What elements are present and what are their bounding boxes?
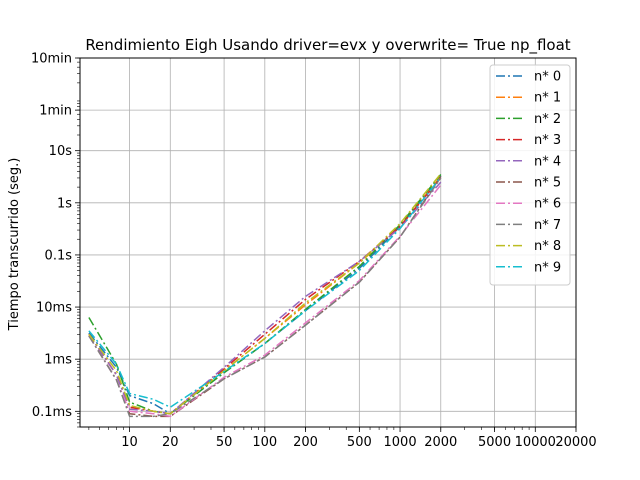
y-tick-label: 0.1s	[45, 248, 73, 263]
legend: n* 0 n* 1 n* 2 n* 3 n* 4 n* 5 n* 6 n* 7 n* 8 n* 9	[489, 64, 571, 286]
x-tick-label: 10	[121, 435, 138, 450]
y-tick-label: 1ms	[44, 353, 72, 368]
x-tick-label: 20000	[555, 435, 596, 450]
x-tick-label: 50	[216, 435, 233, 450]
x-tick-label: 5000	[478, 435, 511, 450]
legend-label: n* 8	[534, 239, 561, 254]
legend-label: n* 5	[534, 176, 561, 191]
chart-title: Rendimiento Eigh Usando driver=evx y ove…	[85, 36, 570, 55]
legend-label: n* 6	[534, 197, 561, 212]
y-tick-label: 1s	[57, 196, 72, 211]
legend-label: n* 3	[534, 133, 561, 148]
series-line-6	[88, 184, 442, 418]
legend-label: n* 0	[534, 70, 561, 85]
legend-label: n* 4	[534, 154, 561, 169]
x-tick-label: 500	[347, 435, 372, 450]
x-tick-label: 100	[252, 435, 277, 450]
series-lines	[88, 173, 442, 418]
legend-label: n* 9	[534, 260, 561, 275]
legend-box	[489, 64, 571, 286]
series-line-9	[88, 176, 442, 408]
y-axis-label: Tiempo transcurrido (seg.)	[7, 158, 22, 332]
series-line-2	[88, 174, 442, 415]
x-tick-label: 10000	[515, 435, 556, 450]
y-tick-label: 1min	[39, 104, 72, 119]
x-tick-label: 1000	[384, 435, 417, 450]
x-tick-label: 20	[162, 435, 179, 450]
y-tick-label: 10min	[31, 52, 72, 67]
axis-ticks: 10 20 50 100 200 500 1000 2000 5000 10000 20000 0.1…	[31, 52, 597, 451]
y-tick-label: 10ms	[36, 301, 72, 316]
legend-label: n* 7	[534, 218, 561, 233]
series-line-7	[88, 177, 442, 418]
legend-label: n* 2	[534, 112, 561, 127]
x-tick-label: 200	[293, 435, 318, 450]
x-tick-label: 2000	[424, 435, 457, 450]
plot-frame	[79, 57, 577, 428]
series-line-4	[88, 181, 442, 415]
y-tick-label: 10s	[49, 144, 73, 159]
legend-label: n* 1	[534, 91, 561, 106]
y-tick-label: 0.1ms	[32, 405, 72, 420]
